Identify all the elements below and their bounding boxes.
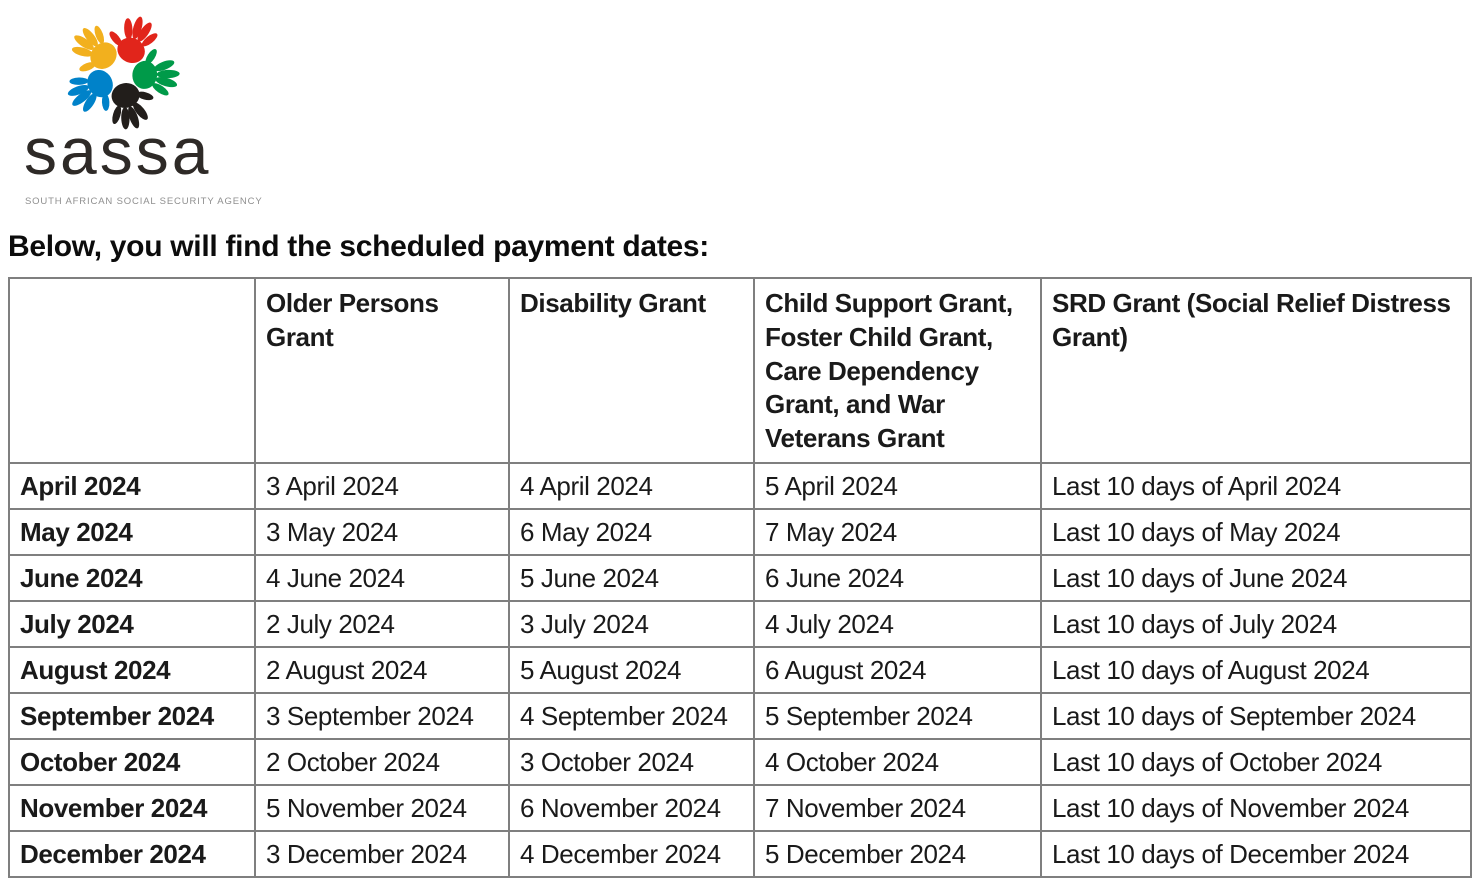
header-cell: SRD Grant (Social Relief Distress Grant) (1040, 277, 1472, 464)
table-row: September 2024 3 September 2024 4 Septembe… (8, 692, 1472, 740)
row-date-cell: 3 September 2024 (254, 692, 510, 740)
row-date-cell: 4 October 2024 (753, 738, 1042, 786)
row-date-cell: Last 10 days of June 2024 (1040, 554, 1472, 602)
row-date-cell: 5 November 2024 (254, 784, 510, 832)
header-cell: Disability Grant (508, 277, 755, 464)
row-date-cell: 3 May 2024 (254, 508, 510, 556)
row-date-cell: 6 May 2024 (508, 508, 755, 556)
row-date-cell: Last 10 days of December 2024 (1040, 830, 1472, 878)
row-date-cell: 3 July 2024 (508, 600, 755, 648)
header-cell: Child Support Grant, Foster Child Grant,… (753, 277, 1042, 464)
table-row: May 2024 3 May 2024 6 May 2024 7 May 2024 La… (8, 508, 1472, 556)
row-date-cell: 5 September 2024 (753, 692, 1042, 740)
row-date-cell: 6 November 2024 (508, 784, 755, 832)
row-date-cell: 4 July 2024 (753, 600, 1042, 648)
row-month-cell: May 2024 (8, 508, 256, 556)
table-row: October 2024 2 October 2024 3 October 2024… (8, 738, 1472, 786)
row-date-cell: 7 November 2024 (753, 784, 1042, 832)
row-date-cell: 2 October 2024 (254, 738, 510, 786)
table-row: August 2024 2 August 2024 5 August 2024 6 A… (8, 646, 1472, 694)
row-date-cell: 4 September 2024 (508, 692, 755, 740)
row-date-cell: 4 April 2024 (508, 462, 755, 510)
row-month-cell: April 2024 (8, 462, 256, 510)
logo-wordmark: sassa (24, 114, 212, 188)
header-cell-empty (8, 277, 256, 464)
table-row: June 2024 4 June 2024 5 June 2024 6 June 20… (8, 554, 1472, 602)
row-month-cell: October 2024 (8, 738, 256, 786)
row-date-cell: 5 December 2024 (753, 830, 1042, 878)
row-month-cell: December 2024 (8, 830, 256, 878)
row-date-cell: Last 10 days of September 2024 (1040, 692, 1472, 740)
row-date-cell: 7 May 2024 (753, 508, 1042, 556)
table-row: November 2024 5 November 2024 6 November 2… (8, 784, 1472, 832)
table-row: July 2024 2 July 2024 3 July 2024 4 July 20… (8, 600, 1472, 648)
row-date-cell: 2 August 2024 (254, 646, 510, 694)
row-date-cell: Last 10 days of May 2024 (1040, 508, 1472, 556)
row-date-cell: 3 April 2024 (254, 462, 510, 510)
row-date-cell: 3 December 2024 (254, 830, 510, 878)
page-heading: Below, you will find the scheduled payme… (8, 230, 709, 263)
row-date-cell: Last 10 days of November 2024 (1040, 784, 1472, 832)
payment-dates-table: Older Persons Grant Disability Grant Child… (8, 277, 1472, 878)
header-cell: Older Persons Grant (254, 277, 510, 464)
logo-tagline: SOUTH AFRICAN SOCIAL SECURITY AGENCY (25, 196, 263, 207)
row-month-cell: November 2024 (8, 784, 256, 832)
row-date-cell: Last 10 days of April 2024 (1040, 462, 1472, 510)
row-date-cell: 2 July 2024 (254, 600, 510, 648)
row-month-cell: August 2024 (8, 646, 256, 694)
row-date-cell: 5 June 2024 (508, 554, 755, 602)
row-date-cell: 6 August 2024 (753, 646, 1042, 694)
row-date-cell: 6 June 2024 (753, 554, 1042, 602)
row-month-cell: September 2024 (8, 692, 256, 740)
row-month-cell: July 2024 (8, 600, 256, 648)
table-row: April 2024 3 April 2024 4 April 2024 5 Apri… (8, 462, 1472, 510)
sassa-logo: sassa SOUTH AFRICAN SOCIAL SECURITY AGEN… (0, 0, 263, 215)
row-date-cell: Last 10 days of October 2024 (1040, 738, 1472, 786)
table-body: April 2024 3 April 2024 4 April 2024 5 Apri… (8, 462, 1472, 878)
header-row: Older Persons Grant Disability Grant Child… (8, 277, 1472, 464)
row-date-cell: Last 10 days of August 2024 (1040, 646, 1472, 694)
row-date-cell: 5 April 2024 (753, 462, 1042, 510)
table-row: December 2024 3 December 2024 4 December 2… (8, 830, 1472, 878)
row-date-cell: Last 10 days of July 2024 (1040, 600, 1472, 648)
row-date-cell: 4 December 2024 (508, 830, 755, 878)
row-date-cell: 3 October 2024 (508, 738, 755, 786)
row-date-cell: 4 June 2024 (254, 554, 510, 602)
row-date-cell: 5 August 2024 (508, 646, 755, 694)
row-month-cell: June 2024 (8, 554, 256, 602)
